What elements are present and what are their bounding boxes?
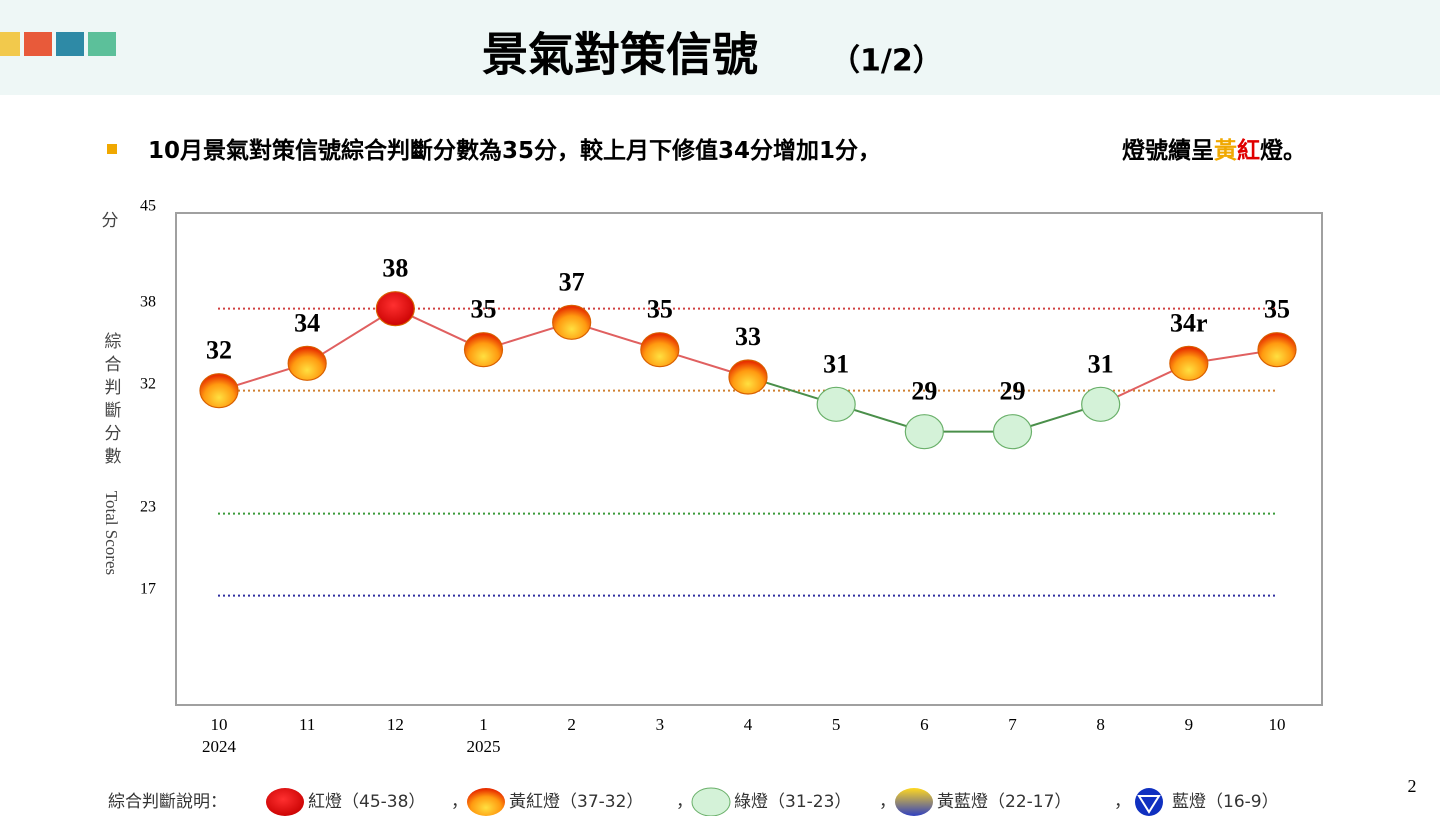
signal-marker: [287, 345, 327, 381]
x-tick-label: 11: [299, 715, 315, 734]
y-tick-label: 23: [140, 498, 156, 515]
value-label: 37: [559, 267, 585, 296]
text: 黃: [1214, 137, 1237, 164]
value-label: 38: [382, 254, 408, 283]
bullet-icon: [107, 144, 117, 154]
legend-label: 黃藍燈（22-17）: [937, 792, 1071, 812]
page-number: 2: [1408, 776, 1417, 796]
legend-title: 綜合判斷說明：: [108, 792, 227, 812]
signal-marker: [640, 332, 680, 368]
signal-marker: [463, 332, 504, 368]
x-tick-label: 10: [211, 715, 228, 734]
signal-marker: [552, 304, 592, 340]
y-label-char: 合: [105, 355, 122, 374]
y-label-char: 數: [105, 447, 122, 466]
signal-marker: [1169, 345, 1209, 381]
legend-marker: [895, 788, 933, 816]
legend-name: 綠燈: [734, 792, 768, 812]
value-label: 35: [647, 295, 673, 324]
signal-marker: [1081, 386, 1121, 422]
value-label: 33: [735, 322, 761, 351]
value-label: 35: [471, 295, 497, 324]
legend-marker: [467, 788, 505, 816]
signal-marker: [816, 386, 856, 422]
text: 燈。: [1260, 138, 1306, 164]
legend-range: （22-17）: [988, 792, 1071, 812]
x-tick-label: 10: [1269, 715, 1286, 734]
y-tick-label: 32: [140, 375, 156, 392]
y-tick-label: 45: [140, 198, 156, 215]
y-unit: 分: [102, 211, 119, 230]
y-label-en: Total Scores: [102, 491, 121, 575]
legend-label: 紅燈（45-38）: [308, 792, 425, 812]
legend-marker: [266, 788, 304, 816]
signal-marker: [375, 291, 415, 327]
x-tick-label: 1: [479, 715, 488, 734]
x-year-label: 2024: [202, 737, 237, 756]
x-tick-label: 9: [1185, 715, 1194, 734]
x-tick-label: 7: [1008, 715, 1017, 734]
legend-label: 綠燈（31-23）: [734, 792, 851, 812]
value-label: 31: [823, 349, 849, 378]
legend-sep: ，: [879, 792, 896, 812]
text: 紅: [1237, 137, 1260, 164]
y-label-char: 綜: [105, 332, 122, 351]
legend-name: 紅燈: [308, 792, 342, 812]
signal-marker: [992, 414, 1033, 450]
x-tick-label: 6: [920, 715, 929, 734]
legend-sep: ，: [676, 792, 693, 812]
legend-range: （16-9）: [1206, 792, 1279, 812]
legend-name: 黃藍燈: [937, 792, 988, 812]
deco: [56, 32, 84, 56]
x-year-label: 2025: [467, 737, 501, 756]
text: 燈號續呈: [1122, 137, 1214, 164]
y-tick-label: 38: [140, 293, 156, 310]
deco: [24, 32, 52, 56]
value-label: 31: [1088, 349, 1114, 378]
legend-range: （45-38）: [342, 792, 425, 812]
legend-range: （31-23）: [768, 792, 851, 812]
value-label: 34r: [1170, 308, 1208, 337]
legend-sep: ，: [1114, 792, 1131, 812]
subtitle: （1/2）: [830, 44, 943, 79]
signal-marker: [904, 414, 944, 450]
x-tick-label: 3: [656, 715, 665, 734]
x-tick-label: 4: [744, 715, 753, 734]
x-tick-label: 5: [832, 715, 841, 734]
title: 景氣對策信號: [482, 28, 758, 82]
y-label-char: 斷: [105, 401, 122, 420]
legend-name: 黃紅燈: [509, 792, 560, 812]
value-label: 34: [294, 308, 320, 337]
value-label: 29: [1000, 377, 1026, 406]
value-label: 29: [911, 377, 937, 406]
text: 10月景氣對策信號綜合判斷分數為35分，較上月下修值34分增加1分，: [148, 137, 881, 164]
x-tick-label: 2: [567, 715, 576, 734]
deco: [88, 32, 116, 56]
signal-marker: [1257, 332, 1297, 368]
plot-frame: [175, 212, 1323, 706]
signal-marker: [199, 373, 239, 409]
x-tick-label: 8: [1096, 715, 1105, 734]
bullet-text: 10月景氣對策信號綜合判斷分數為35分，較上月下修值34分增加1分， 燈號續呈黃紅…: [148, 137, 1306, 164]
y-tick-label: 17: [140, 580, 156, 597]
header-band: [0, 0, 1440, 95]
y-label-char: 分: [105, 424, 122, 443]
legend-sep: ，: [451, 792, 468, 812]
value-label: 32: [206, 336, 232, 365]
value-label: 35: [1264, 295, 1290, 324]
legend-marker: [691, 787, 731, 817]
legend-marker-triangle: [1137, 795, 1161, 814]
legend-label: 藍燈（16-9）: [1172, 792, 1279, 812]
legend-label: 黃紅燈（37-32）: [509, 792, 643, 812]
signal-marker: [728, 359, 768, 395]
legend-range: （37-32）: [560, 792, 643, 812]
y-label-char: 判: [105, 378, 122, 397]
legend-name: 藍燈: [1172, 792, 1206, 812]
deco: [0, 32, 20, 56]
x-tick-label: 12: [387, 715, 404, 734]
